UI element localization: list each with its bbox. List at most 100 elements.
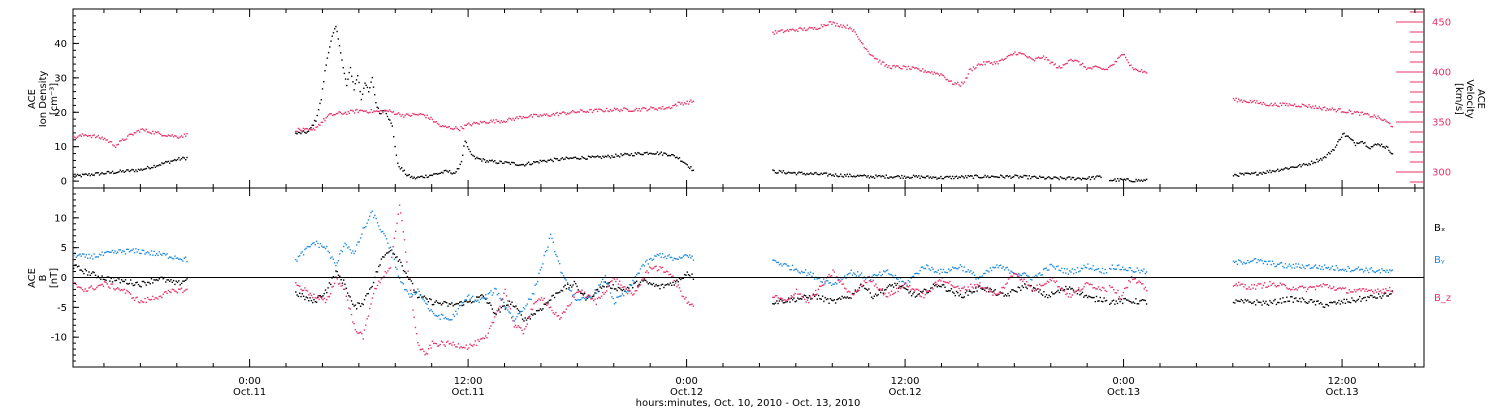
density-point (401, 167, 403, 169)
by-point (1136, 267, 1138, 269)
density-point (853, 175, 855, 177)
bx-point (1077, 289, 1080, 291)
bz-point (937, 280, 939, 282)
velocity-point (172, 136, 175, 138)
bz-point (398, 204, 401, 206)
bz-point (114, 289, 116, 291)
bx-point (639, 281, 642, 283)
by-point (1385, 271, 1387, 273)
bz-point (889, 294, 891, 296)
density-point (397, 162, 399, 164)
density-point (365, 84, 367, 86)
by-point (124, 253, 127, 255)
velocity-point (981, 64, 984, 66)
bz-point (1003, 287, 1006, 289)
bz-point (175, 291, 177, 293)
bz-point (590, 298, 592, 300)
density-point (827, 175, 829, 177)
bz-point (1381, 292, 1383, 294)
by-point (628, 290, 630, 293)
bz-point (537, 299, 539, 302)
by-point (126, 248, 128, 251)
by-point (1347, 265, 1349, 268)
bx-point (853, 293, 855, 295)
velocity-point (1002, 59, 1004, 61)
velocity-point (1278, 105, 1280, 108)
bx-point (300, 295, 302, 298)
velocity-point (914, 67, 916, 70)
velocity-point (1082, 62, 1084, 65)
density-point (399, 168, 402, 170)
density-point (806, 172, 808, 175)
density-point (628, 154, 630, 156)
bx-point (1352, 299, 1354, 302)
bx-point (1305, 302, 1308, 304)
by-point (590, 297, 592, 299)
density-point (933, 176, 936, 179)
density-point (885, 174, 887, 176)
velocity-point (835, 25, 837, 27)
bz-point (596, 297, 599, 300)
bz-point (1029, 285, 1032, 288)
density-point (971, 175, 973, 177)
density-point (1015, 174, 1017, 177)
bx-point (443, 300, 445, 303)
bz-point (543, 297, 545, 300)
bx-point (1271, 302, 1274, 305)
by-point (1053, 266, 1055, 268)
by-point (786, 265, 789, 267)
bz-point (110, 283, 112, 285)
x-axis-title: hours:minutes, Oct. 10, 2010 - Oct. 13, … (636, 398, 861, 409)
bx-point (534, 313, 536, 315)
bx-point (1295, 297, 1297, 299)
bx-point (997, 294, 999, 296)
bz-point (690, 303, 692, 306)
by-point (447, 318, 449, 320)
bx-point (966, 290, 968, 292)
density-point (1273, 170, 1275, 172)
velocity-point (1264, 103, 1266, 105)
bx-point (427, 301, 430, 303)
velocity-point (388, 109, 391, 111)
by-point (1379, 272, 1382, 274)
bz-point (643, 277, 646, 279)
density-point (1333, 149, 1335, 151)
bx-point (1299, 297, 1301, 300)
by-point (886, 269, 889, 271)
density-point (546, 161, 548, 163)
density-point (1114, 178, 1116, 180)
bx-point (1318, 303, 1321, 305)
by-point (816, 278, 818, 280)
velocity-point (572, 109, 574, 112)
bx-point (340, 279, 342, 281)
bz-point (1130, 275, 1133, 278)
density-point (1326, 153, 1328, 156)
bx-point (1347, 301, 1349, 303)
density-point (1000, 174, 1002, 176)
by-point (691, 255, 693, 257)
velocity-point (1320, 107, 1322, 110)
by-point (616, 296, 618, 298)
density-point (427, 176, 430, 178)
density-point (1130, 180, 1132, 182)
density-point (668, 154, 670, 157)
bx-point (1348, 301, 1350, 303)
x-tick-time-label: 12:00 (1328, 376, 1357, 387)
by-point (1282, 265, 1284, 268)
bz-point (384, 270, 386, 273)
bx-point (1058, 291, 1061, 294)
velocity-point (1286, 102, 1288, 105)
bz-point (1122, 291, 1125, 294)
density-point (1249, 173, 1252, 175)
by-point (1382, 269, 1384, 272)
velocity-point (928, 71, 930, 73)
by-point (1131, 269, 1133, 272)
density-point (594, 156, 596, 158)
density-point (175, 159, 177, 162)
velocity-point (586, 110, 588, 113)
density-point (334, 28, 336, 30)
bz-point (595, 303, 597, 306)
density-point (905, 177, 907, 179)
velocity-point (797, 30, 799, 32)
bz-point (420, 348, 423, 351)
